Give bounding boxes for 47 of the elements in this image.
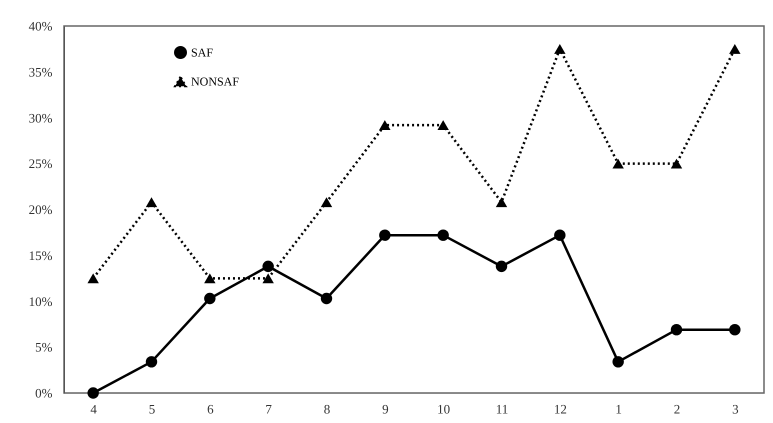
y-tick-label: 5% [35, 340, 53, 355]
x-tick-label: 12 [554, 402, 567, 416]
legend-label: SAF [191, 46, 214, 60]
x-tick-label: 7 [265, 402, 272, 416]
x-tick-label: 11 [496, 402, 508, 416]
point [612, 356, 624, 368]
point [612, 158, 624, 169]
y-tick-label: 15% [28, 248, 53, 263]
x-tick-label: 8 [324, 402, 330, 416]
y-tick-label: 40% [28, 18, 53, 34]
point [670, 158, 682, 169]
point [437, 230, 449, 241]
point [320, 292, 332, 304]
point [729, 44, 741, 54]
point [379, 120, 391, 130]
y-tick-label: 0% [35, 386, 53, 400]
x-tick-label: 3 [732, 402, 739, 416]
point [87, 387, 99, 399]
point [437, 120, 449, 130]
point [554, 230, 566, 241]
point [204, 273, 216, 284]
point [670, 324, 682, 336]
point [204, 292, 216, 304]
point [146, 356, 158, 368]
y-tick-label: 35% [28, 64, 53, 80]
point [87, 273, 99, 284]
point [262, 273, 274, 284]
x-tick-label: 9 [382, 402, 389, 416]
point [554, 44, 566, 54]
point [729, 324, 741, 336]
x-tick-label: 6 [207, 402, 214, 416]
y-tick-label: 10% [28, 294, 53, 309]
point [320, 197, 332, 208]
point [496, 260, 508, 272]
point [262, 260, 274, 272]
y-tick-label: 30% [28, 110, 53, 126]
x-tick-label: 1 [615, 402, 622, 416]
x-tick-label: 4 [90, 402, 98, 416]
y-tick-label: 20% [28, 202, 53, 217]
y-tick-label: 25% [28, 156, 53, 172]
point [146, 197, 158, 208]
point [496, 197, 508, 208]
point [379, 230, 391, 241]
x-tick-label: 10 [437, 402, 450, 416]
x-tick-label: 5 [148, 402, 156, 416]
legend-label: NONSAF [191, 74, 240, 88]
x-tick-label: 2 [674, 402, 680, 416]
